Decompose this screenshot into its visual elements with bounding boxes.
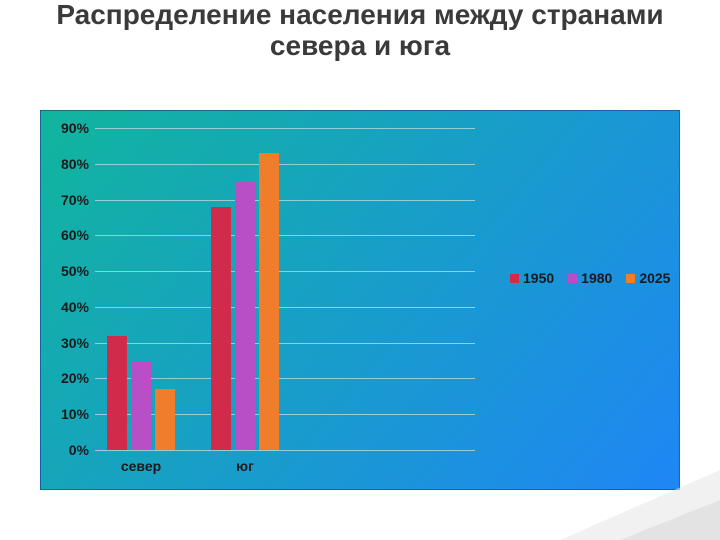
y-tick-label: 70% <box>48 192 89 208</box>
legend-swatch <box>510 274 519 283</box>
legend-swatch <box>626 274 635 283</box>
y-tick-label: 90% <box>48 120 89 136</box>
y-tick-label: 10% <box>48 406 89 422</box>
legend-entry: 2025 <box>626 270 670 286</box>
y-tick-label: 0% <box>48 442 89 458</box>
y-tick-label: 60% <box>48 227 89 243</box>
legend-entry: 1980 <box>568 270 612 286</box>
chart-container: 0% 10% 20% 30% 40% 50% 60% 70% 80% 90% север юг 19… <box>40 110 680 490</box>
bar <box>131 361 151 450</box>
bar <box>155 389 175 450</box>
slide-corner-decoration-2 <box>620 500 720 540</box>
y-tick-label: 80% <box>48 156 89 172</box>
bar <box>211 207 231 450</box>
legend-label: 1980 <box>581 270 612 286</box>
gridline <box>95 343 475 344</box>
slide-root: Распределение населения между странами с… <box>0 0 720 540</box>
x-tick-label: север <box>121 458 161 474</box>
y-tick-label: 30% <box>48 335 89 351</box>
bar <box>107 336 127 450</box>
y-tick-label: 40% <box>48 299 89 315</box>
gridline <box>95 200 475 201</box>
plot-area <box>95 128 475 450</box>
gridline <box>95 128 475 129</box>
gridline <box>95 164 475 165</box>
chart-legend: 1950 1980 2025 <box>510 270 670 286</box>
bar <box>235 182 255 450</box>
legend-entry: 1950 <box>510 270 554 286</box>
y-tick-label: 50% <box>48 263 89 279</box>
gridline <box>95 235 475 236</box>
gridline <box>95 378 475 379</box>
gridline <box>95 271 475 272</box>
legend-label: 2025 <box>639 270 670 286</box>
y-tick-label: 20% <box>48 370 89 386</box>
legend-swatch <box>568 274 577 283</box>
slide-title: Распределение населения между странами с… <box>40 0 680 62</box>
bar <box>259 153 279 450</box>
legend-label: 1950 <box>523 270 554 286</box>
gridline <box>95 414 475 415</box>
gridline <box>95 450 475 451</box>
gridline <box>95 307 475 308</box>
x-tick-label: юг <box>236 458 254 474</box>
